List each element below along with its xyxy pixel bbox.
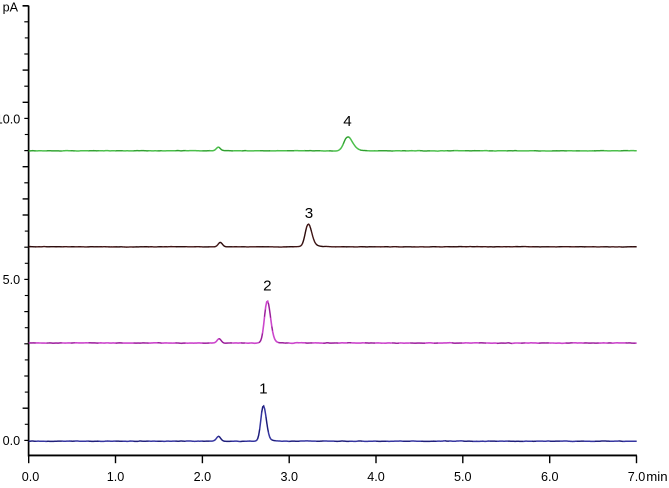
- svg-text:5.0: 5.0: [454, 470, 472, 483]
- svg-text:1.0: 1.0: [107, 470, 125, 483]
- svg-text:3: 3: [305, 205, 313, 222]
- svg-text:0.0: 0.0: [22, 470, 40, 483]
- svg-text:2: 2: [263, 277, 271, 294]
- svg-text:3.0: 3.0: [280, 470, 298, 483]
- svg-text:10.0: 10.0: [0, 113, 20, 127]
- svg-text:0.0: 0.0: [3, 434, 21, 448]
- svg-text:7.0: 7.0: [628, 470, 646, 483]
- svg-text:pA: pA: [3, 1, 19, 15]
- svg-text:1: 1: [259, 381, 267, 398]
- svg-text:4: 4: [343, 113, 351, 130]
- svg-text:4.0: 4.0: [367, 470, 385, 483]
- svg-text:6.0: 6.0: [541, 470, 559, 483]
- svg-text:5.0: 5.0: [3, 273, 21, 287]
- svg-text:2.0: 2.0: [194, 470, 212, 483]
- svg-text:min: min: [646, 469, 667, 483]
